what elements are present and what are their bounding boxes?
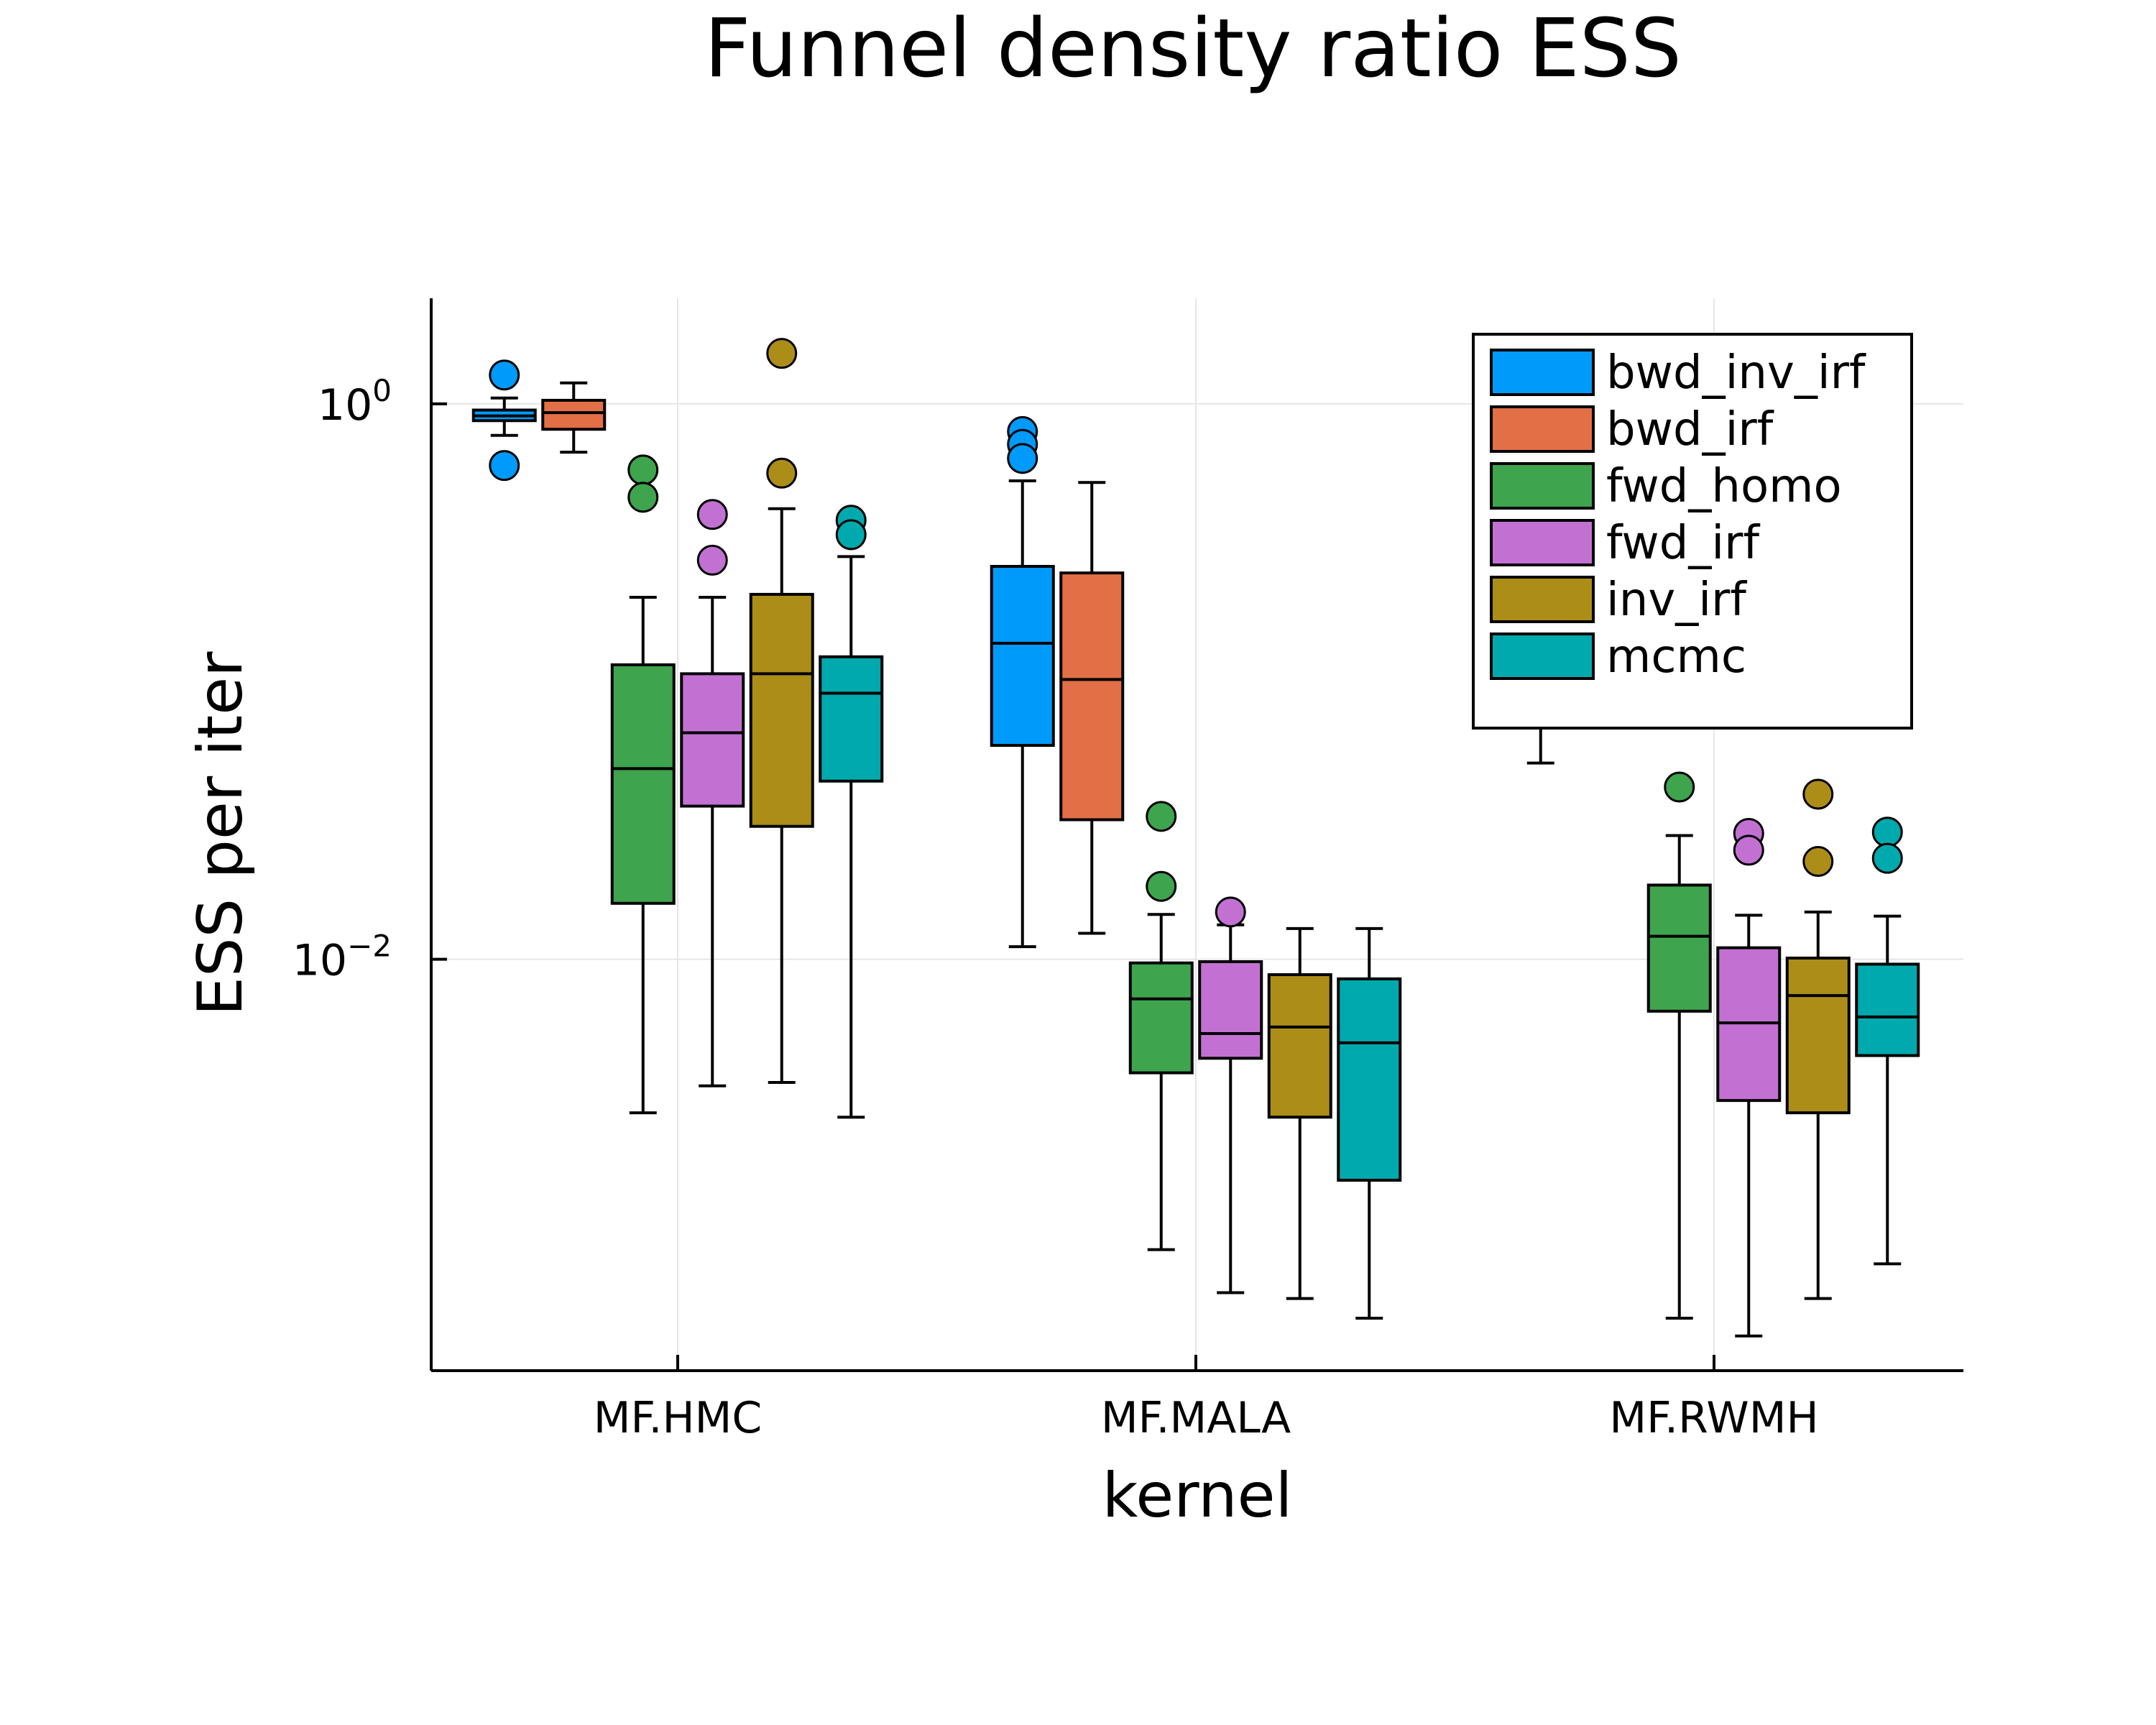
box-mcmc [1337, 926, 1402, 1320]
y-axis-label: ESS per iter [185, 651, 257, 1016]
box-iqr [610, 663, 676, 905]
y-tick-label: 10−2 [292, 929, 392, 986]
legend-swatch [1490, 632, 1595, 680]
box-iqr [1128, 961, 1194, 1075]
x-ticks: MF.HMC MF.MALA MF.RWMH [594, 1355, 1819, 1443]
x-tick-label: MF.RWMH [1609, 1393, 1818, 1443]
x-axis-label: kernel [1102, 1460, 1293, 1532]
box-iqr [1646, 883, 1712, 1013]
box-iqr [1785, 956, 1851, 1115]
box-iqr [749, 592, 814, 828]
box-bwd_inv_irf [471, 359, 537, 482]
outlier-point [1871, 816, 1903, 848]
legend-swatch [1490, 349, 1595, 396]
y-tick-label: 100 [318, 373, 392, 431]
legend-label: bwd_irf [1606, 403, 1774, 456]
outlier-point [1733, 834, 1764, 866]
y-ticks: 100 10−2 [292, 373, 447, 986]
box-iqr [990, 564, 1055, 748]
legend-swatch [1490, 576, 1595, 623]
outlier-point [766, 457, 798, 489]
box-inv_irf [1267, 926, 1332, 1300]
legend-swatch [1490, 462, 1595, 510]
legend-item-bwd_irf: bwd_irf [1490, 403, 1774, 456]
outlier-point [627, 454, 659, 486]
outlier-point [1146, 801, 1177, 832]
box-fwd_homo [610, 454, 676, 1115]
outlier-point [1802, 846, 1834, 878]
outlier-point [1802, 778, 1834, 810]
box-bwd_irf [541, 381, 607, 454]
box-iqr [1267, 973, 1332, 1119]
legend-item-fwd_homo: fwd_homo [1490, 460, 1842, 513]
outlier-point [1146, 870, 1177, 902]
outlier-point [1664, 771, 1695, 803]
outlier-point [835, 519, 867, 551]
box-iqr [1198, 960, 1263, 1060]
legend-item-bwd_inv_irf: bwd_inv_irf [1490, 346, 1866, 400]
x-tick-label: MF.HMC [594, 1393, 763, 1443]
box-iqr [819, 655, 884, 783]
box-iqr [1337, 977, 1402, 1182]
box-bwd_irf [1059, 481, 1125, 935]
outlier-point [1215, 896, 1246, 928]
outlier-point [1007, 443, 1038, 474]
outlier-point [766, 338, 798, 369]
legend-item-mcmc: mcmc [1490, 630, 1746, 684]
chart-title: Funnel density ratio ESS [704, 2, 1682, 96]
x-tick-label: MF.MALA [1101, 1393, 1291, 1443]
box-iqr [680, 672, 745, 808]
legend-label: fwd_irf [1606, 517, 1760, 570]
box-mcmc [1855, 816, 1920, 1266]
box-fwd_homo [1646, 771, 1712, 1320]
legend-swatch [1490, 405, 1595, 453]
box-fwd_homo [1128, 801, 1194, 1251]
outlier-point [489, 450, 520, 482]
legend-label: inv_irf [1606, 574, 1747, 627]
box-bwd_inv_irf [990, 415, 1055, 949]
outlier-point [1871, 842, 1903, 874]
legend: bwd_inv_irfbwd_irffwd_homofwd_irfinv_irf… [1472, 333, 1913, 730]
box-iqr [1855, 962, 1920, 1057]
outlier-point [627, 482, 659, 513]
legend-item-inv_irf: inv_irf [1490, 574, 1747, 627]
box-iqr [541, 398, 607, 431]
box-fwd_irf [1716, 817, 1782, 1338]
outlier-point [696, 544, 728, 576]
legend-label: bwd_inv_irf [1606, 346, 1866, 400]
box-inv_irf [749, 338, 814, 1085]
box-iqr [1059, 571, 1125, 822]
legend-swatch [1490, 519, 1595, 566]
box-fwd_irf [1198, 896, 1263, 1294]
outlier-point [489, 359, 520, 391]
box-inv_irf [1785, 778, 1851, 1300]
outlier-point [696, 499, 728, 530]
legend-label: mcmc [1606, 630, 1746, 684]
legend-item-fwd_irf: fwd_irf [1490, 517, 1760, 570]
legend-label: fwd_homo [1606, 460, 1842, 513]
box-series [471, 338, 1920, 1338]
box-mcmc [819, 505, 884, 1119]
box-fwd_irf [680, 499, 745, 1087]
